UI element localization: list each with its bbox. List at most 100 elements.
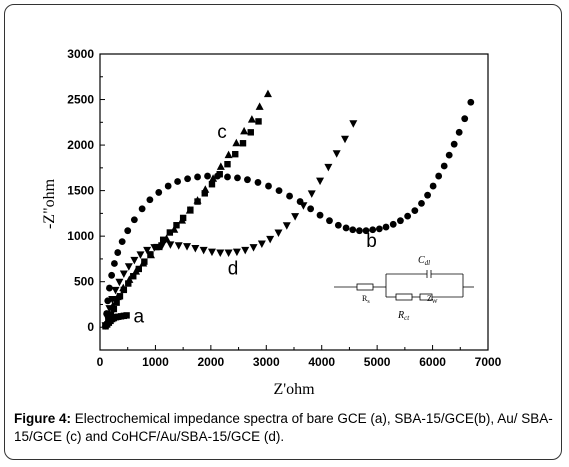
data-point-d <box>130 256 139 265</box>
data-point-b <box>155 189 163 196</box>
data-point-d <box>349 120 358 128</box>
data-point-d <box>266 235 275 244</box>
curve-label-d: d <box>228 258 239 279</box>
data-point-d <box>282 222 291 230</box>
data-point-d <box>216 249 225 258</box>
data-point-c <box>232 150 239 158</box>
rs-label: Rs <box>362 294 370 305</box>
data-point-d <box>136 251 145 259</box>
data-point-b <box>224 173 231 181</box>
data-point-b <box>450 140 458 148</box>
data-point-d <box>108 295 117 304</box>
y-tick-label: 2500 <box>67 93 94 107</box>
data-point-d <box>274 229 283 238</box>
data-point-c <box>159 236 167 243</box>
data-point-b <box>389 220 397 228</box>
data-point-d <box>124 263 133 271</box>
data-point-d <box>232 248 241 257</box>
figure-caption: Figure 4: Electrochemical impedance spec… <box>14 410 559 446</box>
caption-text: Electrochemical impedance spectra of bar… <box>14 411 553 444</box>
x-axis-title: Z'ohm <box>273 381 315 398</box>
x-tick-label: 1000 <box>142 355 169 369</box>
data-point-d <box>115 278 124 287</box>
cdl-label: Cdl <box>418 255 430 267</box>
data-point-b <box>108 271 116 279</box>
data-point-b <box>356 227 363 235</box>
data-point-c-tri <box>139 258 148 267</box>
data-point-c-tri <box>263 89 272 98</box>
data-point-b <box>234 174 241 182</box>
data-point-c-tri <box>113 292 122 301</box>
y-tick-label: 1500 <box>67 184 94 198</box>
data-point-b <box>164 182 172 190</box>
data-point-b <box>326 217 333 225</box>
rct-label: Rct <box>397 310 410 322</box>
annotation-layer: a b c d <box>134 122 377 328</box>
data-point-b <box>114 249 122 256</box>
data-point-d <box>332 150 341 158</box>
series-layer <box>101 89 475 330</box>
data-point-d <box>103 314 112 322</box>
data-point-b <box>467 98 475 106</box>
x-tick-label: 2000 <box>198 355 225 369</box>
data-point-d <box>249 244 258 252</box>
data-point-b <box>275 187 283 195</box>
data-point-c-tri <box>247 115 256 123</box>
data-point-c <box>130 273 137 280</box>
data-point-c-tri <box>162 234 171 242</box>
data-point-b <box>106 284 113 292</box>
data-point-d <box>241 246 250 255</box>
data-point-c-tri <box>119 283 128 292</box>
data-point-d <box>307 190 316 198</box>
x-tick-label: 3000 <box>253 355 280 369</box>
data-point-c <box>208 181 216 188</box>
series-b <box>102 98 475 329</box>
data-point-c-tri <box>132 267 141 275</box>
data-point-d <box>316 177 325 186</box>
series-c-tri <box>101 89 272 328</box>
caption-label: Figure 4: <box>14 411 72 426</box>
y-tick-label: 3000 <box>67 47 94 61</box>
data-point-c-tri <box>193 196 202 204</box>
data-point-b <box>104 297 112 305</box>
data-point-b <box>174 178 182 185</box>
data-point-c <box>105 316 112 324</box>
data-point-d <box>224 249 233 258</box>
data-point-c-tri <box>216 162 225 170</box>
data-point-b <box>265 182 272 190</box>
data-point-d <box>166 241 175 249</box>
data-point-b <box>111 260 118 267</box>
data-point-b <box>404 212 412 220</box>
data-point-b <box>184 175 191 183</box>
data-point-b <box>138 205 146 213</box>
data-point-d <box>191 244 200 253</box>
data-point-c-tri <box>232 138 241 147</box>
data-point-c-tri <box>146 250 155 259</box>
curve-label-b: b <box>366 231 377 252</box>
y-tick-label: 0 <box>87 320 94 334</box>
data-point-d <box>105 305 114 313</box>
data-point-c <box>173 222 180 229</box>
plot-area-frame <box>99 53 489 351</box>
data-point-d <box>207 248 216 257</box>
data-point-b <box>435 172 443 180</box>
y-tick-label: 1000 <box>67 229 94 243</box>
data-point-b <box>440 162 448 170</box>
data-point-c <box>135 265 142 273</box>
data-point-c-tri <box>255 102 264 110</box>
data-point-d <box>257 240 266 248</box>
data-point-b <box>375 225 383 233</box>
data-point-b <box>342 224 350 232</box>
data-point-c-tri <box>209 174 218 182</box>
data-point-c <box>179 214 187 222</box>
data-point-c-tri <box>170 225 179 233</box>
data-point-d <box>119 270 128 278</box>
axis-ticks <box>99 53 489 350</box>
data-point-c <box>166 229 174 236</box>
data-point-b <box>445 151 453 159</box>
data-point-c <box>125 280 132 287</box>
data-point-d <box>158 242 167 250</box>
data-point-d <box>324 163 333 172</box>
rct-resistor <box>395 293 413 301</box>
tick-labels: 0 1000 2000 3000 4000 5000 6000 7000 0 500 1000 150… <box>67 47 501 369</box>
